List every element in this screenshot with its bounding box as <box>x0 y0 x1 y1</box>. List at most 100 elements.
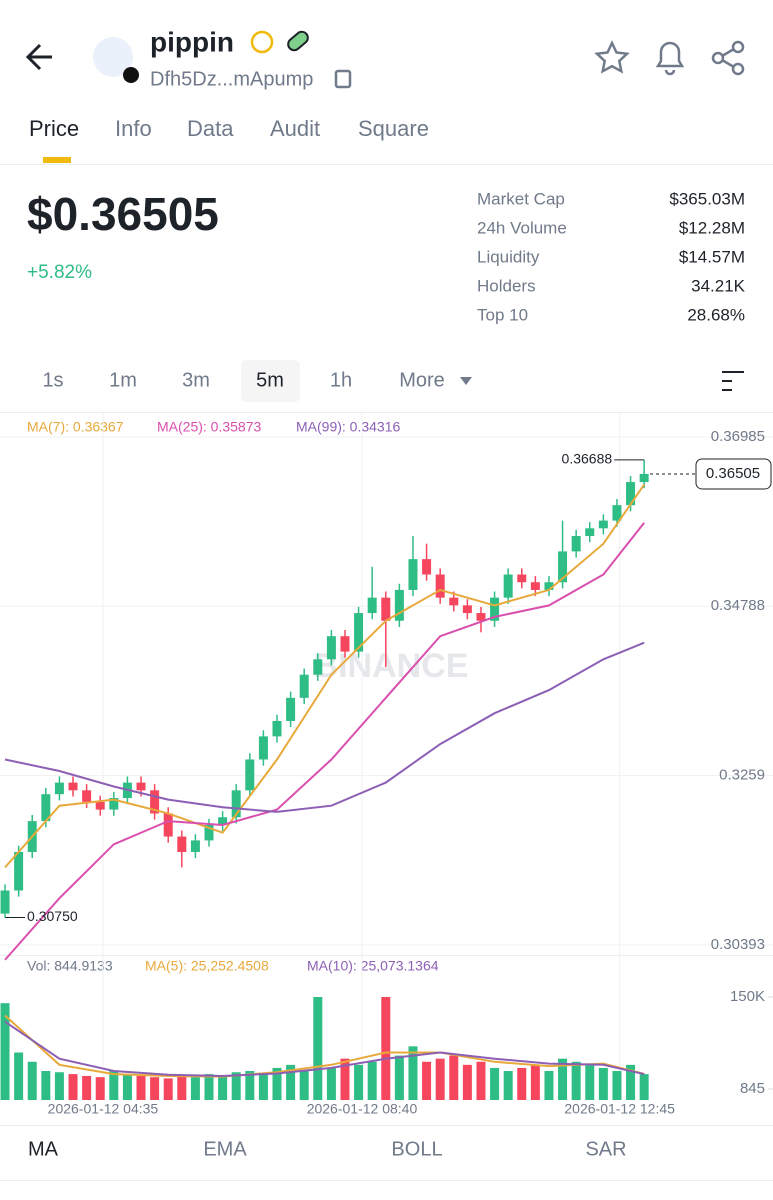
indicator-tab[interactable]: SAR <box>585 1138 626 1160</box>
volume-bar <box>530 1064 540 1100</box>
indicator-tab[interactable]: MA <box>28 1138 59 1160</box>
candle-body <box>109 798 119 810</box>
volume-bar <box>422 1061 432 1100</box>
candle-body <box>204 824 214 841</box>
candle-body <box>258 736 268 760</box>
candle-body <box>299 674 309 698</box>
interval-selected <box>241 360 300 402</box>
volume-bar <box>612 1071 622 1100</box>
volume-bar <box>258 1074 268 1100</box>
ma-legend: MA(7): 0.36367 <box>27 419 124 435</box>
candle-body <box>517 574 527 583</box>
volume-bar <box>204 1074 214 1100</box>
candle-body <box>326 636 336 660</box>
volume-bar <box>27 1061 37 1100</box>
vol-ma-line <box>4 1020 645 1078</box>
y-tick-label: 0.36985 <box>711 428 765 445</box>
candle-body <box>558 551 568 583</box>
candle-body <box>476 613 486 621</box>
volume-bar <box>286 1064 296 1100</box>
candle-body <box>313 659 323 675</box>
volume-bar <box>381 996 391 1100</box>
candle-body <box>95 801 105 810</box>
interval[interactable]: More <box>399 369 445 391</box>
candle-body <box>150 790 160 814</box>
volume-bar <box>95 1077 105 1100</box>
favorite-button[interactable] <box>594 40 630 74</box>
vol-ma-line <box>4 1014 645 1078</box>
candle-body <box>68 782 78 791</box>
stat-value: $14.57M <box>679 247 745 266</box>
volume-bar <box>150 1077 160 1100</box>
volume-bar <box>490 1067 500 1100</box>
tab[interactable]: Square <box>358 116 429 141</box>
candle-body <box>0 890 10 914</box>
divider <box>0 412 773 413</box>
x-tick-label: 2026-01-12 12:45 <box>564 1101 675 1117</box>
alert-button[interactable] <box>655 41 685 76</box>
volume-bar <box>476 1061 486 1100</box>
volume-bar <box>449 1055 459 1100</box>
volume-bar <box>218 1075 228 1100</box>
volume-bar <box>272 1067 282 1100</box>
interval[interactable]: 5m <box>256 369 284 391</box>
volume-bar <box>190 1077 200 1100</box>
volume-bar <box>639 1074 649 1100</box>
pill-icon <box>287 30 309 52</box>
stat-value: 28.68% <box>687 305 745 324</box>
candle-body <box>571 535 581 552</box>
tab[interactable]: Audit <box>270 116 320 141</box>
chart-settings[interactable] <box>722 371 744 391</box>
stat-label: Holders <box>477 276 536 295</box>
interval[interactable]: 1s <box>42 369 63 391</box>
candle-body <box>449 597 459 606</box>
divider <box>0 955 773 956</box>
candle-body <box>435 574 445 598</box>
volume-bar <box>558 1058 568 1100</box>
indicator-tab[interactable]: BOLL <box>391 1138 442 1160</box>
stat-value: $12.28M <box>679 218 745 237</box>
share-button[interactable] <box>711 40 745 76</box>
volume-bar <box>0 1003 10 1100</box>
copy-button[interactable] <box>334 69 352 89</box>
y-tick-label: 0.30393 <box>711 936 765 953</box>
stat-value: $365.03M <box>669 189 745 208</box>
candle-body <box>503 574 513 598</box>
volume-bar <box>136 1075 146 1100</box>
back-button[interactable] <box>25 43 52 71</box>
last-price-box <box>695 458 772 490</box>
volume-bar <box>231 1072 241 1100</box>
candle-body <box>340 636 350 652</box>
token-logo <box>93 37 133 77</box>
volume-bar <box>340 1058 350 1100</box>
y-tick-label: 0.34788 <box>711 597 765 614</box>
interval[interactable]: 1m <box>109 369 137 391</box>
candle-body <box>490 597 500 621</box>
candle-body <box>381 597 391 621</box>
candle-body <box>408 559 418 590</box>
candle-body <box>354 613 364 652</box>
divider <box>0 1125 773 1126</box>
vol-legend: Vol: 844.9133 <box>27 958 113 974</box>
price: $0.36505 <box>27 188 219 240</box>
interval[interactable]: 3m <box>182 369 210 391</box>
candle-body <box>612 505 622 521</box>
volume-bar <box>14 1052 24 1100</box>
divider <box>0 164 773 165</box>
at-icon <box>250 30 274 54</box>
tab[interactable]: Info <box>115 116 152 141</box>
tab[interactable]: Data <box>187 116 234 141</box>
stat-value: 34.21K <box>691 276 746 295</box>
stat-label: 24h Volume <box>477 218 567 237</box>
high-label: 0.36688 <box>562 451 613 467</box>
interval[interactable]: 1h <box>330 369 352 391</box>
candle-body <box>190 840 200 852</box>
last-price-label: 0.36505 <box>706 465 760 482</box>
indicator-tab[interactable]: EMA <box>203 1138 247 1160</box>
ma-line <box>4 641 645 813</box>
candle-body <box>585 528 595 536</box>
price-change: +5.82% <box>27 262 92 283</box>
tab[interactable]: Price <box>29 116 79 141</box>
